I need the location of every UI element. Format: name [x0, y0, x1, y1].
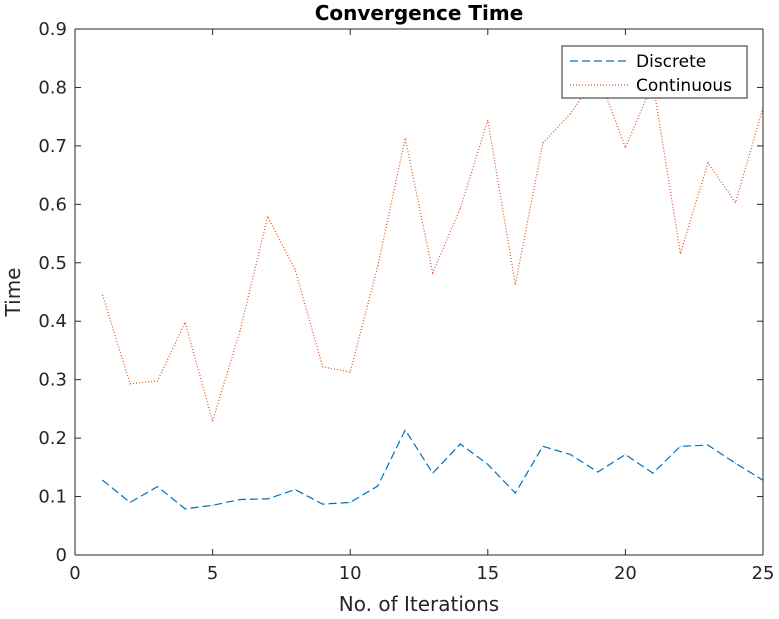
- data-point-continuous: [542, 142, 544, 144]
- data-point-continuous: [212, 420, 214, 422]
- y-tick-label: 0.5: [38, 253, 67, 274]
- y-tick-label: 0.8: [38, 77, 67, 98]
- x-tick-label: 5: [207, 563, 218, 584]
- x-tick-label: 20: [614, 563, 637, 584]
- data-point-continuous: [377, 265, 379, 267]
- data-point-continuous: [707, 162, 709, 164]
- y-tick-label: 0.7: [38, 136, 67, 157]
- data-point-discrete: [432, 472, 434, 474]
- legend-box: [561, 45, 748, 99]
- data-point-discrete: [377, 485, 379, 487]
- data-point-continuous: [734, 201, 737, 204]
- data-point-continuous: [349, 371, 351, 373]
- data-point-continuous: [239, 329, 241, 332]
- y-tick-label: 0.6: [38, 194, 67, 215]
- plot-frame: [74, 28, 764, 556]
- data-point-discrete: [514, 492, 516, 494]
- data-point-continuous: [129, 383, 131, 385]
- y-tick-label: 0.1: [38, 487, 67, 508]
- data-point-discrete: [129, 501, 131, 503]
- data-point-continuous: [569, 113, 571, 115]
- data-point-discrete: [239, 498, 241, 501]
- y-tick-label: 0.2: [38, 428, 67, 449]
- x-tick-label: 25: [752, 563, 775, 584]
- data-point-discrete: [267, 498, 269, 500]
- data-point-discrete: [487, 463, 489, 466]
- legend-label-continuous: Continuous: [636, 76, 732, 96]
- data-point-discrete: [734, 462, 737, 464]
- plot-area: [75, 29, 763, 555]
- data-point-discrete: [101, 479, 104, 481]
- data-point-continuous: [432, 272, 434, 274]
- data-point-discrete: [652, 472, 654, 474]
- data-point-continuous: [156, 380, 159, 382]
- data-point-discrete: [349, 501, 351, 503]
- data-point-discrete: [212, 504, 214, 506]
- data-point-continuous: [487, 119, 489, 121]
- legend: Discrete Continuous: [561, 45, 748, 99]
- data-point-continuous: [184, 321, 186, 323]
- x-tick-label: 15: [476, 563, 499, 584]
- y-tick-label: 0: [56, 545, 67, 566]
- x-tick-label: 0: [69, 563, 80, 584]
- data-point-discrete: [156, 486, 159, 488]
- data-point-continuous: [322, 366, 324, 368]
- data-point-discrete: [679, 445, 682, 447]
- data-point-discrete: [542, 445, 544, 447]
- data-point-discrete: [707, 444, 709, 446]
- data-point-continuous: [267, 216, 269, 218]
- data-point-discrete: [184, 508, 186, 510]
- y-axis-label: Time: [1, 268, 25, 318]
- data-point-discrete: [294, 488, 296, 491]
- data-point-continuous: [679, 252, 682, 255]
- chart-title: Convergence Time: [315, 1, 524, 25]
- data-point-continuous: [101, 294, 104, 296]
- data-point-discrete: [597, 471, 599, 473]
- y-tick-label: 0.4: [38, 311, 67, 332]
- y-tick-label: 0.3: [38, 370, 67, 391]
- data-point-continuous: [459, 207, 461, 210]
- data-point-discrete: [404, 429, 406, 431]
- y-tick-label: 0.9: [38, 19, 67, 40]
- data-point-discrete: [569, 453, 571, 456]
- data-point-discrete: [624, 453, 627, 456]
- data-point-discrete: [459, 443, 461, 445]
- legend-label-discrete: Discrete: [636, 52, 706, 72]
- x-axis-label: No. of Iterations: [339, 592, 499, 615]
- data-point-continuous: [404, 137, 406, 139]
- data-point-continuous: [514, 283, 516, 285]
- x-tick-label: 10: [339, 563, 362, 584]
- data-point-continuous: [294, 269, 296, 271]
- data-point-discrete: [322, 503, 324, 505]
- axis-ticks: 0 5 10 15 20 25 0 0.1 0.2 0.3 0.4 0.5 0.6 0.7 0.8 0.9: [38, 19, 774, 584]
- data-point-continuous: [624, 147, 627, 149]
